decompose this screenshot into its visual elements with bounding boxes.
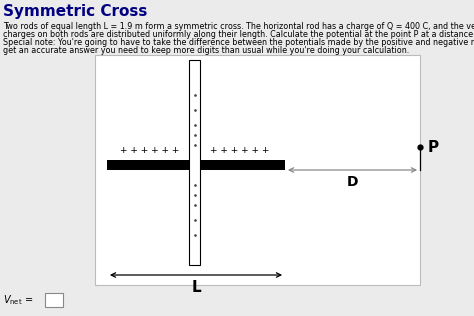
Bar (201, 160, 285, 170)
Text: P: P (428, 139, 439, 155)
Text: + + + + + +: + + + + + + (210, 146, 270, 155)
Bar (107, 160, 190, 170)
Bar (45, 293, 63, 307)
Text: Symmetric Cross: Symmetric Cross (3, 4, 147, 19)
Text: get an accurate answer you need to keep more digits than usual while you're doin: get an accurate answer you need to keep … (3, 46, 409, 55)
Bar (95, 55, 420, 285)
Bar (190, 60, 201, 265)
Text: $V_{\mathregular{net}}$ =: $V_{\mathregular{net}}$ = (3, 293, 33, 307)
Text: + + + + + +: + + + + + + (120, 146, 180, 155)
Text: L: L (191, 280, 201, 295)
Text: Two rods of equal length L = 1.9 m form a symmetric cross. The horizontal rod ha: Two rods of equal length L = 1.9 m form … (3, 22, 474, 31)
Text: charges on both rods are distributed uniformly along their length. Calculate the: charges on both rods are distributed uni… (3, 30, 474, 39)
Text: D: D (347, 175, 358, 189)
Text: Special note: You're going to have to take the difference between the potentials: Special note: You're going to have to ta… (3, 38, 474, 47)
